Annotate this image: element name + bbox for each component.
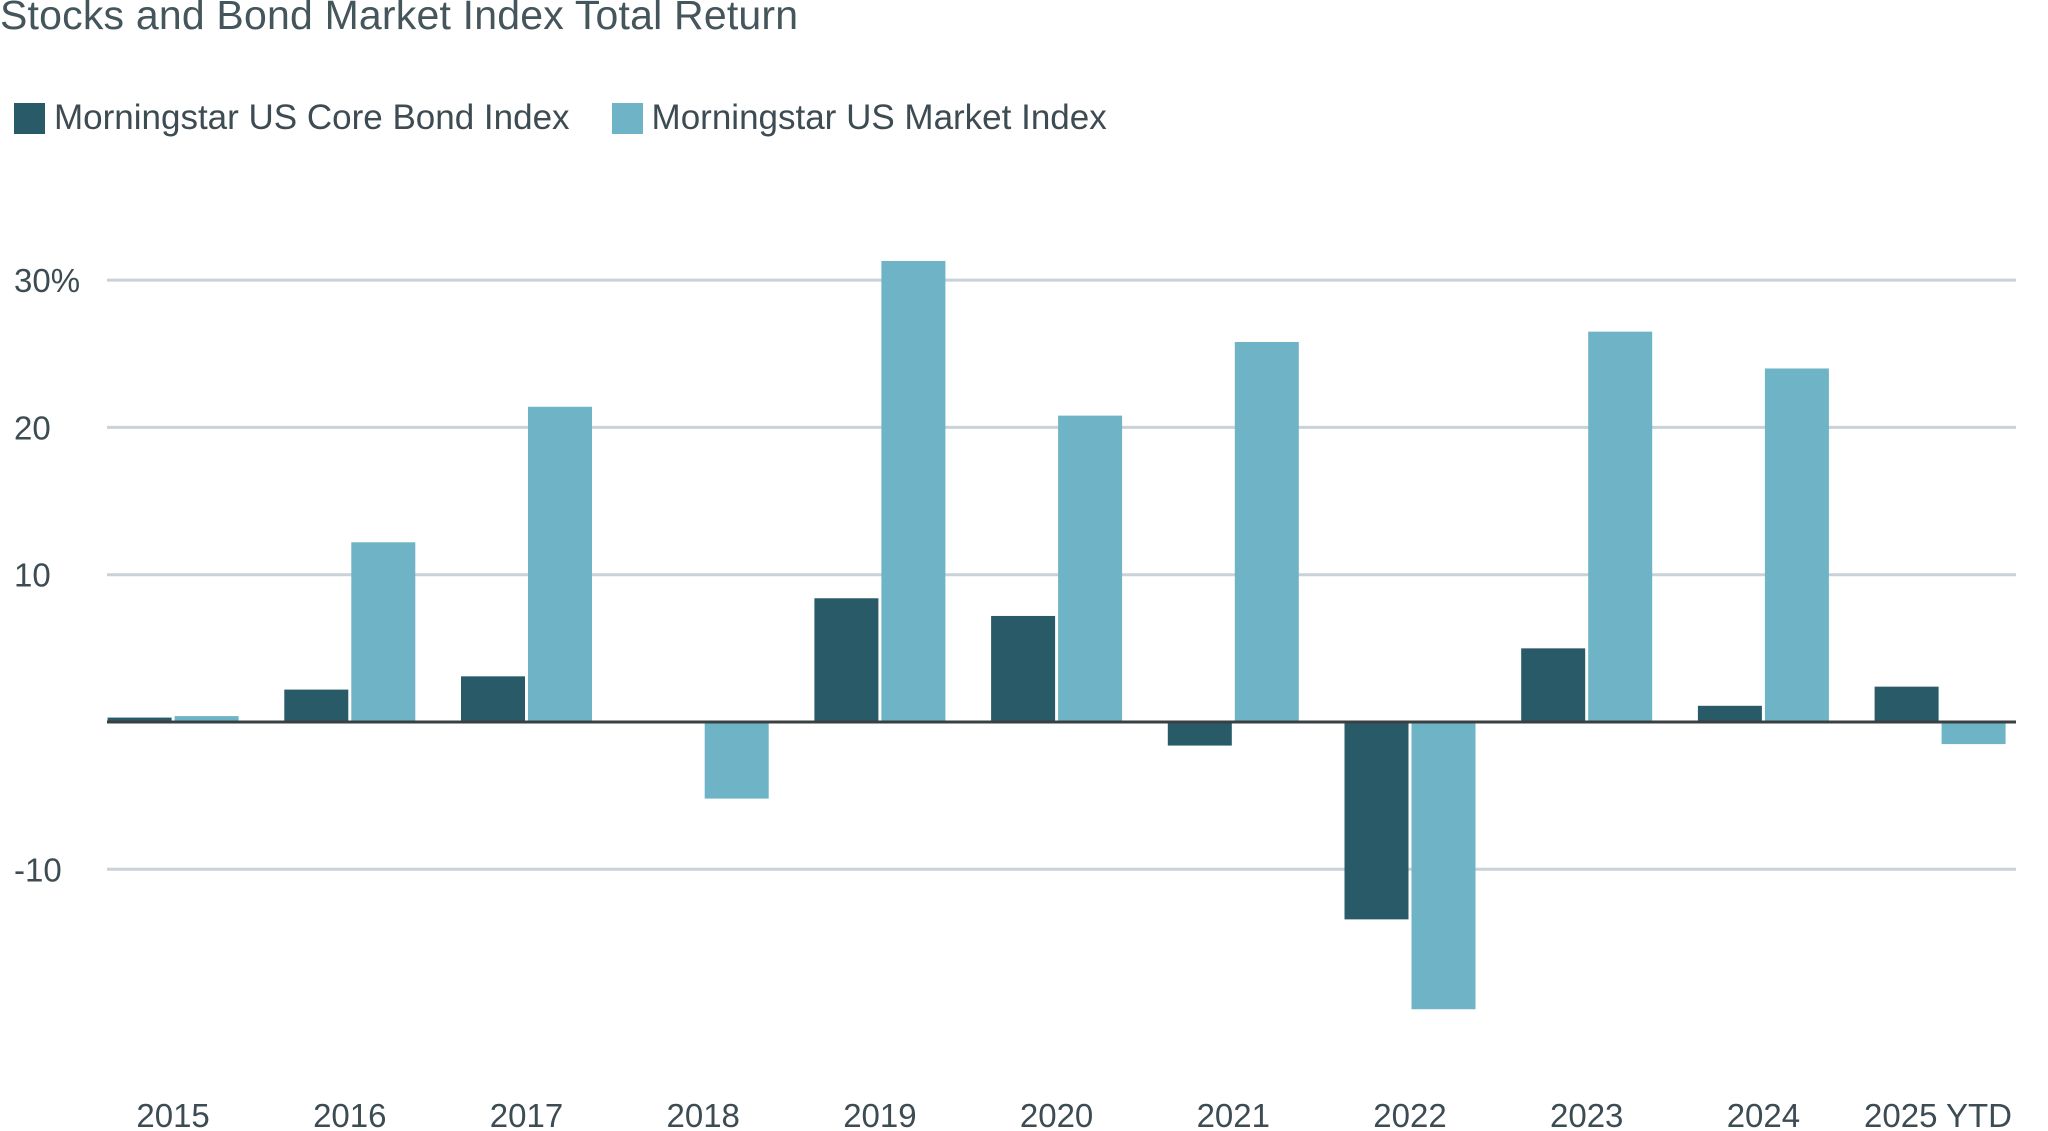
y-tick-label: -10 bbox=[14, 851, 62, 888]
bar-market-2022 bbox=[1411, 722, 1476, 1010]
legend-swatch-bond bbox=[14, 102, 45, 134]
x-tick-label: 2023 bbox=[1550, 1097, 1623, 1131]
legend-label-bond: Morningstar US Core Bond Index bbox=[54, 98, 570, 137]
x-tick-label: 2015 bbox=[136, 1097, 209, 1131]
bar-market-2018 bbox=[704, 722, 769, 799]
bar-market-2025-ytd bbox=[1941, 722, 2006, 745]
legend: Morningstar US Core Bond Index Morningst… bbox=[14, 98, 1149, 138]
legend-swatch-market bbox=[611, 102, 643, 134]
bar-bond-2021 bbox=[1167, 722, 1232, 746]
legend-item-bond: Morningstar US Core Bond Index bbox=[14, 98, 570, 138]
x-tick-label: 2018 bbox=[666, 1097, 739, 1131]
bar-bond-2015 bbox=[107, 717, 172, 722]
bar-market-2015 bbox=[174, 716, 239, 722]
x-tick-label: 2016 bbox=[313, 1097, 386, 1131]
bar-bond-2016 bbox=[284, 689, 349, 722]
bars bbox=[107, 260, 2006, 1010]
bar-bond-2023 bbox=[1521, 648, 1586, 722]
bar-bond-2025-ytd bbox=[1874, 686, 1939, 722]
legend-item-market: Morningstar US Market Index bbox=[611, 98, 1107, 138]
x-tick-label: 2025 YTD bbox=[1864, 1097, 2012, 1131]
bar-market-2024 bbox=[1764, 368, 1829, 722]
x-axis-labels: 2015 2016 2017 2018 2019 2020 2021 2022 2023 2024… bbox=[136, 1097, 2012, 1131]
y-tick-label: 20 bbox=[14, 409, 51, 446]
bar-market-2016 bbox=[351, 542, 416, 722]
x-tick-label: 2017 bbox=[490, 1097, 563, 1131]
x-tick-label: 2024 bbox=[1727, 1097, 1800, 1131]
bar-bond-2019 bbox=[814, 598, 879, 722]
x-tick-label: 2022 bbox=[1373, 1097, 1446, 1131]
legend-label-market: Morningstar US Market Index bbox=[651, 98, 1107, 137]
x-tick-label: 2020 bbox=[1020, 1097, 1093, 1131]
bar-market-2023 bbox=[1588, 331, 1653, 722]
chart-title: Stocks and Bond Market Index Total Retur… bbox=[0, 0, 799, 38]
y-tick-label: 10 bbox=[14, 557, 51, 594]
bar-market-2017 bbox=[528, 406, 592, 722]
bar-market-2021 bbox=[1234, 341, 1299, 722]
bar-bond-2022 bbox=[1344, 722, 1409, 920]
bar-market-2019 bbox=[881, 260, 946, 722]
bar-bond-2017 bbox=[461, 676, 525, 722]
y-tick-label: 30% bbox=[14, 262, 80, 299]
x-tick-label: 2019 bbox=[843, 1097, 916, 1131]
bar-bond-2024 bbox=[1697, 705, 1762, 722]
bar-market-2020 bbox=[1058, 415, 1123, 722]
bar-bond-2020 bbox=[991, 615, 1056, 722]
y-axis-ticks: 30% 20 10 -10 bbox=[14, 262, 80, 888]
x-tick-label: 2021 bbox=[1197, 1097, 1270, 1131]
